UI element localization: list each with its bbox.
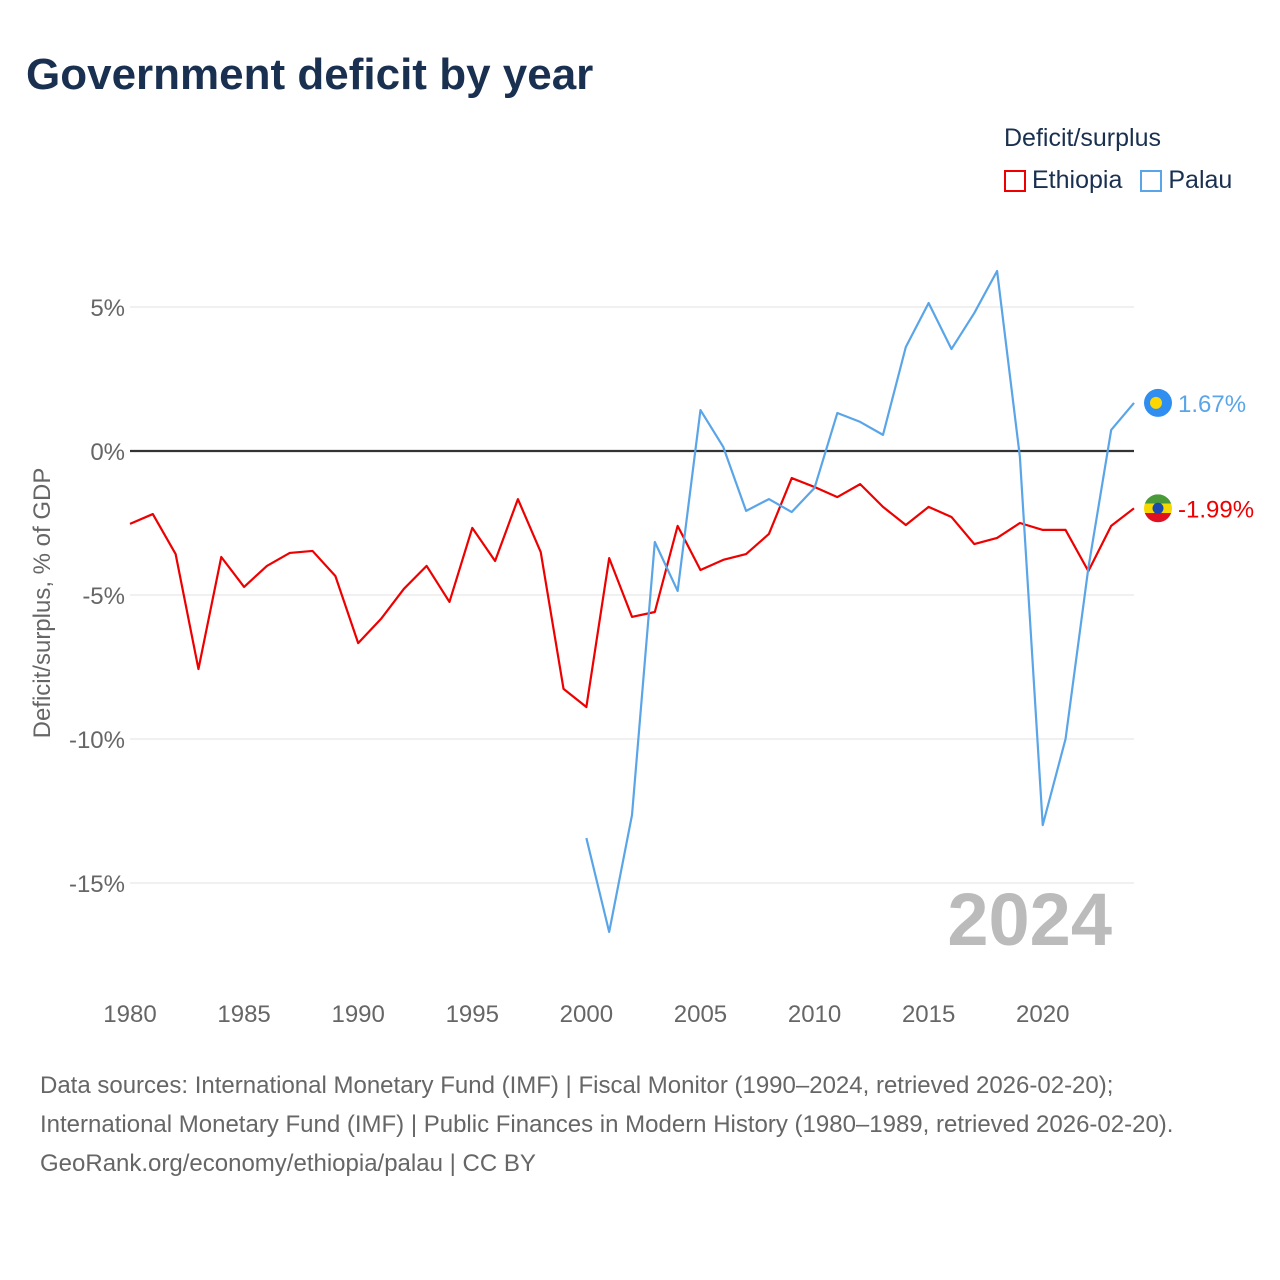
- x-tick-label: 2020: [1016, 1001, 1069, 1028]
- series-line-palau: [585, 269, 1135, 934]
- footer: Data sources: International Monetary Fun…: [40, 1066, 1240, 1183]
- x-tick-label: 2015: [902, 1001, 955, 1028]
- year-watermark: 2024: [947, 878, 1112, 961]
- series-line-ethiopia: [129, 476, 1135, 709]
- end-value-label: -1.99%: [1178, 496, 1254, 523]
- y-tick-label: -10%: [69, 727, 125, 754]
- y-tick-label: -5%: [82, 583, 125, 610]
- y-axis-label: Deficit/surplus, % of GDP: [29, 468, 56, 739]
- legend-title: Deficit/surplus: [1004, 124, 1161, 152]
- x-tick-label: 2005: [674, 1001, 727, 1028]
- end-value-label: 1.67%: [1178, 391, 1246, 418]
- x-tick-label: 1980: [103, 1001, 156, 1028]
- x-tick-label: 1985: [217, 1001, 270, 1028]
- chart-title: Government deficit by year: [26, 50, 594, 99]
- legend-swatch: [1004, 169, 1026, 192]
- legend-item-ethiopia[interactable]: Ethiopia: [1004, 166, 1122, 195]
- data-sources: Data sources: International Monetary Fun…: [40, 1072, 1174, 1138]
- x-tick-label: 2000: [560, 1001, 613, 1028]
- y-tick-label: -15%: [69, 871, 125, 898]
- legend: Ethiopia Palau: [1004, 166, 1232, 195]
- palau-flag-moon: [1150, 396, 1162, 409]
- y-tick-label: 0%: [90, 439, 125, 466]
- x-tick-label: 1995: [446, 1001, 499, 1028]
- ethiopia-flag-emblem: [1152, 502, 1164, 514]
- y-tick-label: 5%: [90, 295, 125, 322]
- x-tick-label: 2010: [788, 1001, 841, 1028]
- credit-link[interactable]: GeoRank.org/economy/ethiopia/palau | CC …: [40, 1150, 536, 1177]
- legend-item-palau[interactable]: Palau: [1140, 166, 1232, 195]
- legend-label: Palau: [1168, 166, 1233, 194]
- legend-label: Ethiopia: [1032, 166, 1123, 194]
- x-tick-label: 1990: [331, 1001, 384, 1028]
- legend-swatch: [1140, 169, 1163, 192]
